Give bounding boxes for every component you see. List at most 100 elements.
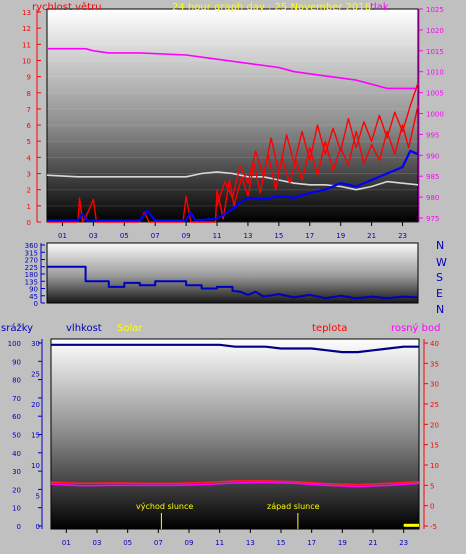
- temperature-tick-label: 0: [430, 503, 434, 511]
- temperature-tick-label: 35: [430, 360, 439, 368]
- wind-tick-label: 6: [27, 122, 32, 130]
- wind-tick-label: 4: [27, 154, 32, 162]
- hour-tick-label: 13: [243, 232, 252, 240]
- rain-tick-label: 20: [31, 401, 40, 409]
- pressure-tick-label: 980: [426, 194, 439, 202]
- hour-tick-label: 23: [399, 539, 408, 547]
- hour-tick-label: 21: [369, 539, 378, 547]
- temperature-tick-label: 15: [430, 442, 439, 450]
- rain-tick-label: 15: [31, 432, 40, 440]
- temperature-series: [50, 480, 420, 486]
- pressure-tick-label: 1020: [426, 27, 444, 35]
- wind-tick-label: 10: [22, 57, 31, 65]
- wind-tick-label: 8: [27, 90, 31, 98]
- hour-tick-label: 17: [307, 539, 316, 547]
- hour-tick-label: 11: [215, 539, 224, 547]
- humidity-tick-label: 70: [12, 395, 21, 403]
- hour-tick-label: 11: [213, 232, 222, 240]
- wind-tick-label: 9: [27, 74, 31, 82]
- temperature-tick-label: 40: [430, 340, 439, 348]
- wind-tick-label: 0: [27, 219, 31, 227]
- humidity-plot-area: [50, 338, 420, 530]
- humidity-tick-label: 30: [12, 468, 21, 476]
- rain-tick-label: 5: [36, 493, 40, 501]
- direction-tick-label: 90: [29, 286, 38, 294]
- wind-tick-label: 12: [22, 25, 31, 33]
- temperature-label: teplota: [312, 323, 347, 334]
- wind-tick-label: 11: [22, 41, 31, 49]
- direction-tick-label: 270: [25, 257, 38, 265]
- compass-n-top: N: [436, 239, 444, 252]
- temperature-tick-label: 10: [430, 462, 439, 470]
- pressure-tick-label: 1005: [426, 90, 444, 98]
- pressure-tick-label: 990: [426, 152, 439, 160]
- direction-tick-label: 45: [29, 293, 38, 301]
- direction-tick-label: 180: [25, 271, 38, 279]
- wind-tick-label: 1: [27, 203, 31, 211]
- sunrise-label: východ slunce: [136, 502, 193, 511]
- humidity-tick-label: 90: [12, 358, 21, 366]
- hour-tick-label: 17: [305, 232, 314, 240]
- temperature-tick-label: 25: [430, 401, 439, 409]
- hour-tick-label: 13: [246, 539, 255, 547]
- hour-tick-label: 01: [58, 232, 67, 240]
- humidity-tick-label: 80: [12, 377, 21, 385]
- humidity-tick-label: 60: [12, 413, 21, 421]
- direction-tick-label: 135: [25, 278, 38, 286]
- rain-tick-label: 30: [31, 340, 40, 348]
- wind-tick-label: 5: [27, 138, 31, 146]
- hour-tick-label: 19: [338, 539, 347, 547]
- hour-tick-label: 05: [120, 232, 129, 240]
- temperature-tick-label: -5: [430, 523, 437, 531]
- dewpoint-label: rosný bod: [391, 322, 440, 334]
- rain-tick-label: 0: [36, 523, 40, 531]
- hour-tick-label: 15: [274, 232, 283, 240]
- pressure-tick-label: 995: [426, 131, 439, 139]
- pressure-tick-label: 985: [426, 173, 439, 181]
- pressure-series: [47, 47, 418, 90]
- hour-tick-label: 15: [277, 539, 286, 547]
- pressure-tick-label: 975: [426, 215, 439, 223]
- rain-label: srážky: [1, 322, 33, 334]
- dewpoint-series: [50, 481, 420, 488]
- direction-plot-area: [46, 242, 419, 304]
- direction-tick-label: 225: [25, 264, 38, 272]
- wind-series: [47, 105, 419, 223]
- hour-tick-label: 03: [93, 539, 102, 547]
- wind-tick-label: 3: [27, 171, 31, 179]
- pressure-label: tlak: [370, 2, 389, 13]
- hour-tick-label: 07: [151, 232, 160, 240]
- temperature-tick-label: 20: [430, 421, 439, 429]
- hour-tick-label: 09: [182, 232, 191, 240]
- hour-tick-label: 09: [185, 539, 194, 547]
- hour-tick-label: 03: [89, 232, 98, 240]
- humidity-label: vlhkost: [66, 323, 102, 334]
- chart-title: 24 hour graph day : 25 November 2018: [172, 2, 371, 13]
- wind-speed-label: rychlost větru: [32, 1, 102, 13]
- humidity-tick-label: 100: [8, 340, 21, 348]
- temperature-tick-label: 30: [430, 381, 439, 389]
- rain-tick-label: 10: [31, 462, 40, 470]
- humidity-tick-label: 20: [12, 486, 21, 494]
- direction-tick-label: 360: [25, 242, 38, 250]
- compass-s: S: [436, 271, 443, 284]
- compass-n-bottom: N: [436, 303, 444, 316]
- direction-series: [47, 265, 419, 300]
- rain-tick-label: 25: [31, 371, 40, 379]
- hour-tick-label: 01: [62, 539, 71, 547]
- hour-tick-label: 07: [154, 539, 163, 547]
- pressure-tick-label: 1010: [426, 69, 444, 77]
- hour-tick-label: 05: [123, 539, 132, 547]
- compass-e: E: [436, 287, 443, 300]
- hour-tick-label: 21: [367, 232, 376, 240]
- hour-tick-label: 23: [398, 232, 407, 240]
- wind-tick-label: 13: [22, 9, 31, 17]
- pressure-tick-label: 1015: [426, 48, 444, 56]
- humidity-tick-label: 10: [12, 505, 21, 513]
- direction-tick-label: 0: [34, 300, 38, 308]
- humidity-series: [51, 343, 419, 354]
- temperature-tick-label: 5: [430, 482, 434, 490]
- sunset-label: západ slunce: [267, 502, 320, 511]
- compass-w: W: [436, 256, 447, 269]
